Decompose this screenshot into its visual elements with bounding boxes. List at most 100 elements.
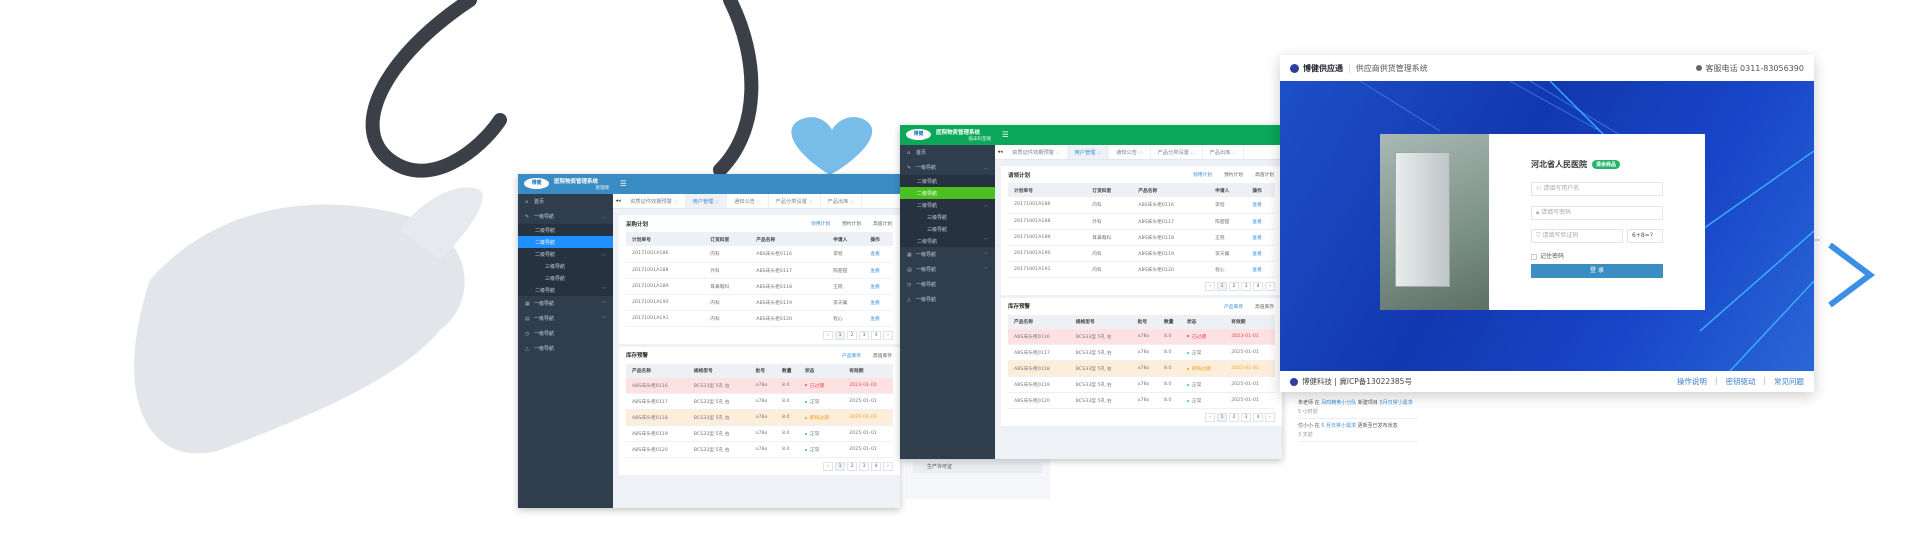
sidebar-item[interactable]: 二级导航 xyxy=(900,175,995,187)
page-button[interactable]: 4 xyxy=(871,462,881,471)
sidebar-item[interactable]: ▤ 一级导航 ﹀ xyxy=(518,311,613,326)
collapse-tabs-icon[interactable]: ◂◂ xyxy=(615,198,621,204)
card-tab[interactable]: 领用计划 xyxy=(810,222,830,227)
sidebar-item[interactable]: △ 一级导航 xyxy=(518,341,613,356)
view-link[interactable]: 查看 xyxy=(1246,245,1275,262)
list-item[interactable]: 生产许可证 xyxy=(913,462,1042,473)
sidebar-item[interactable]: 二级导航 xyxy=(518,224,613,236)
sidebar-item[interactable]: ✎ 一级导航 ︿ xyxy=(900,160,995,175)
page-button[interactable]: 2 xyxy=(1229,281,1239,291)
view-link[interactable]: 查看 xyxy=(864,246,893,263)
feed-link[interactable]: 5 月日常小需求 xyxy=(1321,423,1356,429)
view-link[interactable]: 查看 xyxy=(864,262,893,279)
page-button[interactable]: 3 xyxy=(859,462,869,471)
sidebar-item[interactable]: 二级导航 ﹀ xyxy=(518,284,613,296)
collapse-tabs-icon[interactable]: ◂◂ xyxy=(997,149,1003,155)
sidebar-item[interactable]: ▤ 一级导航 ﹀ xyxy=(900,262,995,277)
view-link[interactable]: 查看 xyxy=(1246,213,1275,230)
sidebar-item[interactable]: ▦ 一级导航 ﹀ xyxy=(900,247,995,262)
page-button[interactable]: 4 xyxy=(871,330,881,340)
sidebar-item[interactable]: △ 一级导航 xyxy=(900,292,995,307)
feed-link[interactable]: 5月日常小需求 xyxy=(1379,400,1413,406)
tab-close-icon[interactable]: ○ xyxy=(1232,149,1237,155)
menu-toggle-icon[interactable]: ☰ xyxy=(1002,130,1009,139)
sidebar-item[interactable]: ▦ 一级导航 ﹀ xyxy=(518,296,613,311)
menu-toggle-icon[interactable]: ☰ xyxy=(620,179,627,188)
footer-link-manual[interactable]: 操作说明 xyxy=(1676,377,1707,386)
page-button[interactable]: ‹ xyxy=(823,462,833,471)
tab-close-icon[interactable]: ○ xyxy=(1191,149,1195,155)
sidebar-item[interactable]: 二级导航 xyxy=(518,236,613,248)
sidebar-item[interactable]: 二级导航 ︿ xyxy=(518,248,613,260)
page-button[interactable]: › xyxy=(883,462,893,471)
tab-item[interactable]: 产品分类设置 ○ xyxy=(1151,145,1203,159)
card-tab[interactable]: 预约计划 xyxy=(1223,173,1243,178)
tab-item[interactable]: 产品出库 ○ xyxy=(821,194,862,208)
view-link[interactable]: 查看 xyxy=(1246,229,1275,246)
page-button[interactable]: › xyxy=(1265,281,1275,291)
page-button[interactable]: 1 xyxy=(1217,281,1227,291)
tab-close-icon[interactable]: ○ xyxy=(1139,149,1143,155)
card-tab[interactable]: 高值计划 xyxy=(1254,173,1274,178)
sidebar-item[interactable]: ◷ 一级导航 xyxy=(518,326,613,341)
sidebar-item[interactable]: 三级导航 xyxy=(900,223,995,235)
view-link[interactable]: 查看 xyxy=(1246,261,1275,278)
card-tab[interactable]: 预约计划 xyxy=(841,222,861,227)
tab-close-icon[interactable]: ○ xyxy=(809,198,813,204)
sidebar-item[interactable]: 三级导航 xyxy=(900,211,995,223)
page-button[interactable]: 1 xyxy=(835,462,845,471)
login-button[interactable]: 登 录 xyxy=(1531,264,1663,278)
footer-link-faq[interactable]: 常见问题 xyxy=(1774,377,1804,386)
page-button[interactable]: ‹ xyxy=(1205,281,1215,291)
tab-item[interactable]: 资质证件效期预警 ○ xyxy=(1005,145,1068,159)
tab-close-icon[interactable]: ○ xyxy=(674,198,678,204)
view-link[interactable]: 查看 xyxy=(864,310,893,327)
tab-item[interactable]: 产品分类设置 ○ xyxy=(769,194,821,208)
sidebar-item[interactable]: ⌂ 首页 xyxy=(900,145,995,160)
tab-item[interactable]: 用户管理 ○ xyxy=(1067,145,1109,159)
page-button[interactable]: 3 xyxy=(1241,281,1251,291)
tab-close-icon[interactable]: ○ xyxy=(715,198,720,204)
tab-close-icon[interactable]: ○ xyxy=(850,198,855,204)
sidebar-item[interactable]: 二级导航 xyxy=(900,187,995,199)
tab-close-icon[interactable]: ○ xyxy=(1056,149,1060,155)
captcha-input[interactable]: ⛉ 请填写验证码 xyxy=(1531,229,1623,243)
sidebar-item[interactable]: 三级导航 xyxy=(518,272,613,284)
card-tab[interactable]: 高值库存 xyxy=(872,353,892,359)
page-button[interactable]: ‹ xyxy=(1205,413,1215,422)
page-button[interactable]: 3 xyxy=(1241,413,1251,422)
page-button[interactable]: 4 xyxy=(1253,281,1263,291)
view-link[interactable]: 查看 xyxy=(864,278,893,295)
view-link[interactable]: 查看 xyxy=(864,294,893,311)
feed-link[interactable]: 凤鸣精英小分队 xyxy=(1321,400,1357,406)
tab-item[interactable]: 通知公告 ○ xyxy=(1109,145,1151,159)
sidebar-item[interactable]: 二级导航 ︿ xyxy=(900,199,995,211)
page-button[interactable]: 4 xyxy=(1253,413,1263,422)
username-input[interactable]: ⚇ 请填写用户名 xyxy=(1531,182,1663,196)
tab-close-icon[interactable]: ○ xyxy=(1097,149,1102,155)
password-input[interactable]: 🔒︎ 请填写密码 xyxy=(1531,206,1663,220)
captcha-image[interactable]: 6+8=? xyxy=(1627,229,1663,243)
page-button[interactable]: 2 xyxy=(847,330,857,340)
page-button[interactable]: 2 xyxy=(1229,413,1239,422)
tab-close-icon[interactable]: ○ xyxy=(757,198,761,204)
page-button[interactable]: › xyxy=(883,330,893,340)
page-button[interactable]: ‹ xyxy=(823,330,833,340)
tab-item[interactable]: 通知公告 ○ xyxy=(727,194,769,208)
card-tab[interactable]: 高值计划 xyxy=(872,222,892,227)
page-button[interactable]: 1 xyxy=(1217,413,1227,422)
view-link[interactable]: 查看 xyxy=(1246,197,1275,214)
tab-item[interactable]: 产品出库 ○ xyxy=(1203,145,1244,159)
sidebar-item[interactable]: ✎ 一级导航 ︿ xyxy=(518,209,613,224)
tab-item[interactable]: 资质证件效期预警 ○ xyxy=(623,194,686,208)
page-button[interactable]: 3 xyxy=(859,330,869,340)
page-button[interactable]: › xyxy=(1265,413,1275,422)
page-button[interactable]: 2 xyxy=(847,462,857,471)
footer-link-driver[interactable]: 密钥驱动 xyxy=(1725,377,1756,386)
card-tab[interactable]: 产品库存 xyxy=(1223,304,1243,310)
tab-item[interactable]: 用户管理 ○ xyxy=(685,194,727,208)
page-button[interactable]: 1 xyxy=(835,330,845,340)
card-tab[interactable]: 领用计划 xyxy=(1192,173,1212,178)
sidebar-item[interactable]: ⌂ 首页 xyxy=(518,194,613,209)
sidebar-item[interactable]: 三级导航 xyxy=(518,260,613,272)
